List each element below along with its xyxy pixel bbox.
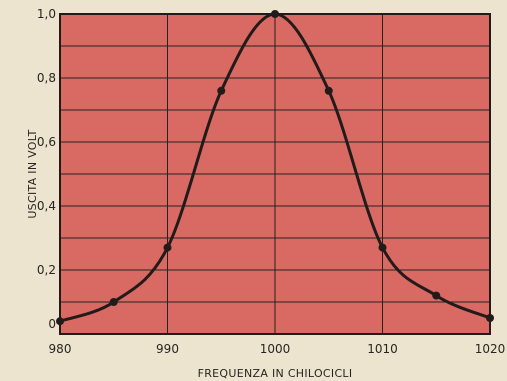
y-tick-label: 0,4 xyxy=(37,199,56,213)
x-tick-labels: 980 990 1000 1010 1020 xyxy=(49,342,506,356)
data-point xyxy=(109,298,118,306)
grid-lines xyxy=(60,14,490,334)
y-tick-label: 0,8 xyxy=(37,71,56,85)
data-point xyxy=(217,86,226,95)
y-tick-label: 0,2 xyxy=(37,263,56,277)
data-point xyxy=(56,317,64,326)
data-point xyxy=(486,314,494,322)
data-point xyxy=(324,86,333,95)
x-tick-label: 990 xyxy=(156,342,179,356)
data-point xyxy=(271,10,279,18)
y-tick-label: 1,0 xyxy=(37,7,56,21)
x-tick-label: 1010 xyxy=(367,342,398,356)
y-tick-label: 0 xyxy=(48,317,56,331)
x-tick-label: 1000 xyxy=(260,342,291,356)
data-points xyxy=(56,10,494,326)
data-point xyxy=(163,243,172,252)
x-tick-label: 980 xyxy=(49,342,72,356)
y-tick-labels: 0 0,2 0,4 0,6 0,8 1,0 xyxy=(37,7,56,331)
y-axis-title: USCITA IN VOLT xyxy=(26,129,39,218)
x-axis-title: FREQUENZA IN CHILOCICLI xyxy=(198,367,353,380)
x-tick-label: 1020 xyxy=(475,342,506,356)
data-point xyxy=(432,291,441,300)
y-tick-label: 0,6 xyxy=(37,135,56,149)
data-point xyxy=(378,243,387,252)
